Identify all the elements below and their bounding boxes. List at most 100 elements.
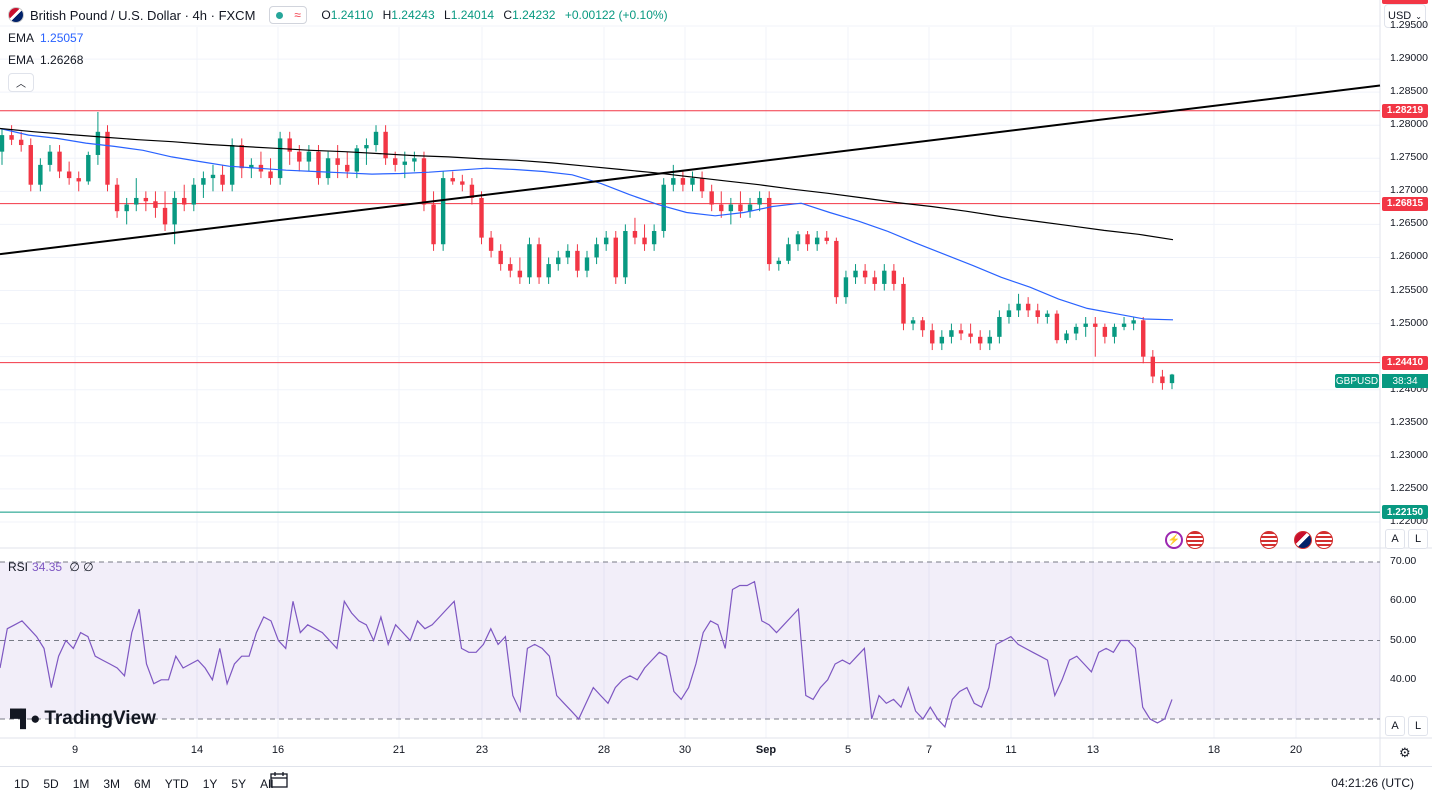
timeframe-1m[interactable]: 1M — [72, 777, 90, 791]
candle-body — [671, 178, 676, 185]
time-tick-label: 18 — [1207, 744, 1221, 756]
time-tick-label: 30 — [678, 744, 692, 756]
candle-body — [584, 257, 590, 271]
bottom-toolbar: 1D 5D 1M 3M 6M YTD 1Y 5Y All — [0, 766, 1432, 801]
timeframe-1y[interactable]: 1Y — [202, 777, 218, 791]
timeframe-5y[interactable]: 5Y — [231, 777, 247, 791]
candle-body — [124, 204, 129, 212]
candle-body — [1160, 376, 1165, 384]
candle-body — [1083, 323, 1088, 327]
candle-body — [527, 244, 532, 278]
candle-body — [498, 250, 503, 265]
candle-body — [872, 277, 877, 284]
symbol-tag: GBPUSD — [1335, 374, 1379, 388]
candle-body — [1141, 320, 1146, 357]
time-tick-label: 9 — [71, 744, 79, 756]
rsi-legend[interactable]: RSI 34.35 ∅ ∅ — [8, 560, 94, 574]
lightning-event-icon[interactable]: ⚡ — [1165, 531, 1183, 549]
candle-body — [373, 131, 379, 146]
candle-body — [910, 320, 916, 324]
rsi-auto-scale-button[interactable]: A — [1385, 716, 1405, 736]
candle-body — [709, 191, 714, 205]
uk-flag-event-icon[interactable] — [1294, 531, 1312, 549]
time-tick-label: 20 — [1289, 744, 1303, 756]
ema-name: EMA — [8, 53, 35, 67]
price-level-label: 1.26815 — [1382, 196, 1428, 211]
price-level-label: 1.29941 — [1382, 0, 1428, 4]
candle-body — [939, 336, 945, 344]
candle-body — [786, 244, 791, 261]
candle-body — [1093, 323, 1098, 327]
us-flag-event-icon[interactable] — [1186, 531, 1204, 549]
collapse-legend-button[interactable]: ︿ — [8, 73, 34, 92]
chart-title[interactable]: British Pound / U.S. Dollar · 4h · FXCM — [30, 7, 256, 23]
candle-body — [536, 244, 542, 278]
ema-legend-2[interactable]: EMA 1.26268 — [8, 53, 83, 67]
timeframe-ytd[interactable]: YTD — [164, 777, 189, 791]
candle-body — [805, 234, 810, 245]
candle-body — [834, 240, 839, 298]
tradingview-mark-icon: ▀▌● — [10, 709, 40, 728]
timeframe-5d[interactable]: 5D — [43, 777, 59, 791]
low-key: L — [444, 8, 451, 22]
ema-legend-1[interactable]: EMA 1.25057 — [8, 31, 83, 45]
calendar-range-icon[interactable] — [270, 772, 288, 788]
candle-body — [1150, 356, 1156, 377]
rsi-tick-label: 60.00 — [1390, 594, 1417, 607]
candle-body — [757, 197, 762, 205]
timeframe-6m[interactable]: 6M — [134, 777, 151, 791]
candle-body — [134, 197, 139, 205]
time-tick-label: 23 — [475, 744, 489, 756]
timeframe-3m[interactable]: 3M — [103, 777, 121, 791]
ohlc-readout: O1.24110 H1.24243 L1.24014 C1.24232 +0.0… — [321, 8, 673, 22]
price-level-label: 1.28219 — [1382, 103, 1428, 118]
candle-body — [747, 204, 753, 212]
tradingview-logo: ▀▌● TradingView — [10, 708, 156, 730]
candle-body — [479, 197, 484, 238]
candle-body — [229, 145, 235, 185]
gbp-usd-flag-icon — [8, 7, 24, 23]
candle-body — [249, 164, 254, 169]
candle-body — [1016, 303, 1021, 311]
candle-body — [843, 277, 849, 298]
us-flag-event-icon[interactable] — [1260, 531, 1278, 549]
price-tick-label: 1.28500 — [1390, 85, 1428, 98]
candle-body — [488, 237, 494, 251]
candle-body — [9, 135, 14, 140]
price-tick-label: 1.23500 — [1390, 415, 1428, 428]
candle-body — [220, 174, 225, 185]
time-tick-label: 14 — [190, 744, 204, 756]
candle-body — [57, 151, 62, 172]
currency-label: USD — [1388, 10, 1412, 22]
ema-name: EMA — [8, 31, 35, 45]
price-auto-scale-button[interactable]: A — [1385, 529, 1405, 549]
market-status-badge[interactable]: ≈ — [269, 6, 308, 24]
candle-body — [699, 178, 705, 192]
candle-body — [795, 234, 801, 245]
time-tick-label: 7 — [925, 744, 933, 756]
candle-body — [239, 145, 244, 169]
trendline — [0, 84, 1381, 256]
brand-name: TradingView — [44, 708, 156, 729]
utc-clock: 04:21:26 (UTC) — [1331, 776, 1414, 790]
us-flag-event-icon[interactable] — [1315, 531, 1333, 549]
price-log-scale-button[interactable]: L — [1408, 529, 1428, 549]
candle-body — [891, 270, 897, 284]
ema-value: 1.25057 — [40, 31, 84, 45]
candle-body — [76, 178, 81, 182]
rsi-tick-label: 70.00 — [1390, 555, 1417, 567]
rsi-log-scale-button[interactable]: L — [1408, 716, 1428, 736]
timeframe-1d[interactable]: 1D — [14, 777, 30, 791]
candle-body — [1121, 323, 1127, 327]
candle-body — [450, 178, 455, 182]
currency-selector[interactable]: USD ⌄ — [1384, 4, 1426, 28]
rsi-tick-label: 40.00 — [1390, 672, 1417, 685]
candle-body — [920, 320, 925, 331]
candle-body — [767, 197, 772, 265]
candle-body — [565, 250, 571, 258]
candle-body — [287, 138, 292, 152]
timeframe-all[interactable]: All — [260, 777, 274, 791]
market-open-icon — [276, 11, 283, 19]
gear-icon[interactable]: ⚙ — [1399, 745, 1411, 760]
